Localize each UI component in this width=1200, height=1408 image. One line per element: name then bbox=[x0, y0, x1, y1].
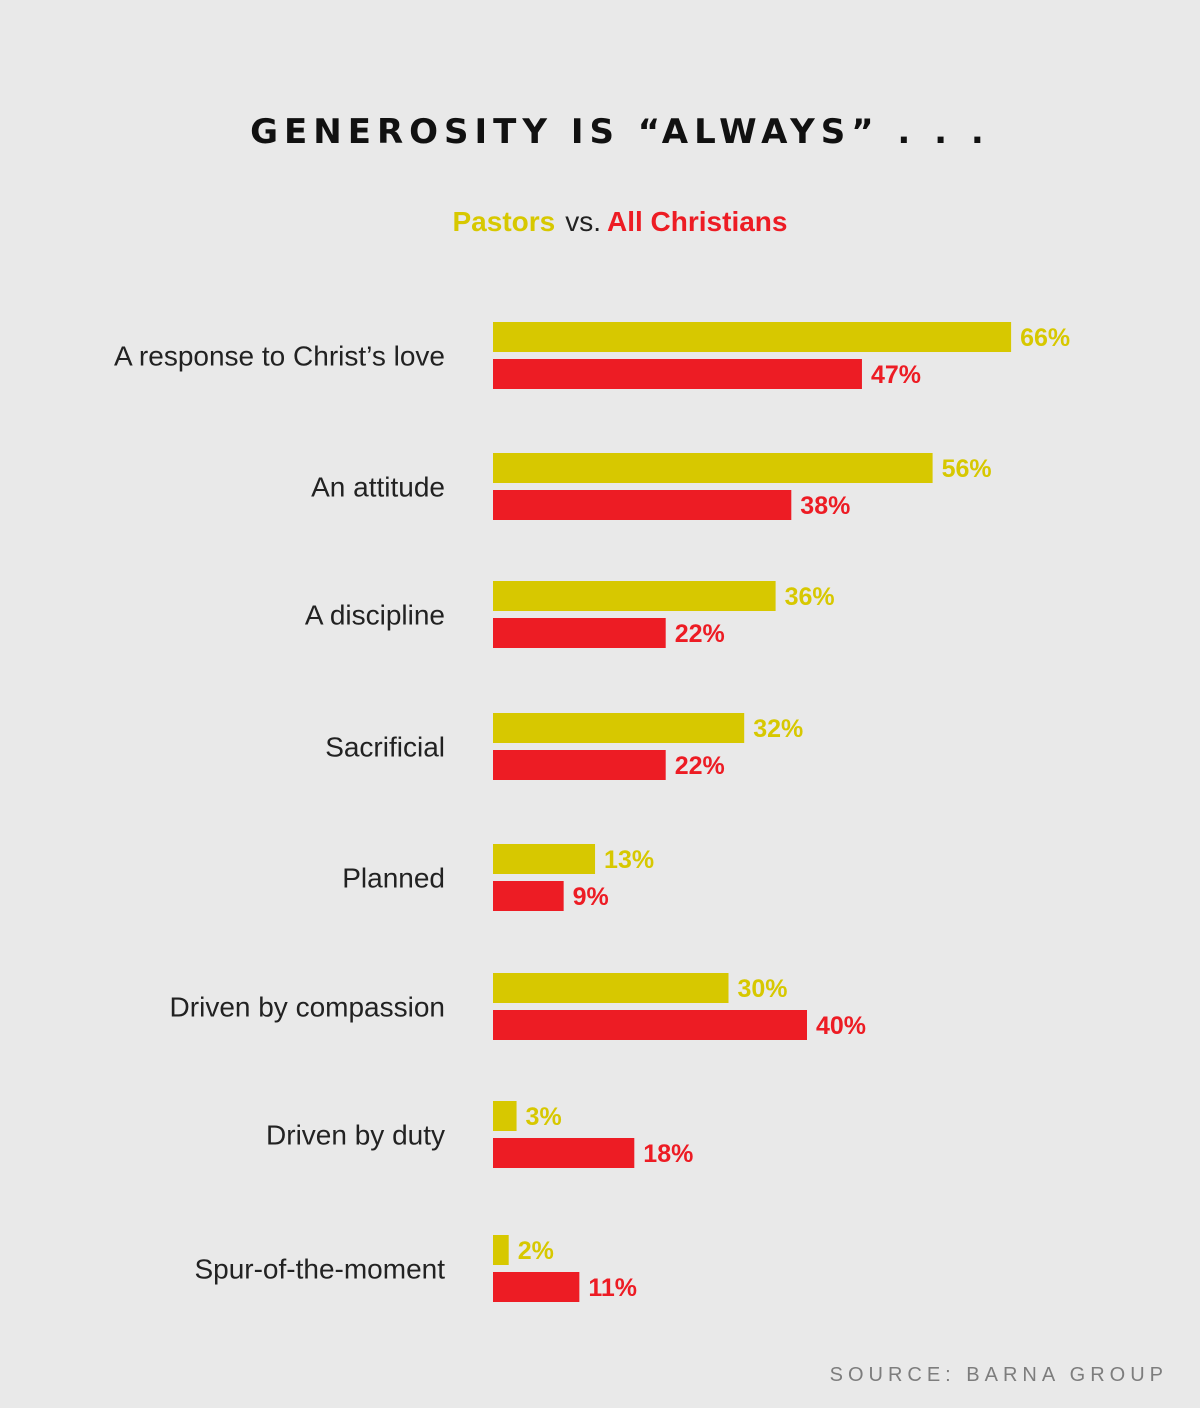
bar-all-christians bbox=[493, 359, 862, 389]
data-label-pastors: 30% bbox=[738, 975, 788, 1003]
data-label-pastors: 3% bbox=[526, 1103, 562, 1131]
data-label-all-christians: 9% bbox=[573, 883, 609, 911]
data-label-pastors: 32% bbox=[753, 715, 803, 743]
data-label-all-christians: 11% bbox=[588, 1274, 637, 1302]
bar-pastors bbox=[493, 1101, 517, 1131]
bar-all-christians bbox=[493, 1010, 807, 1040]
data-label-pastors: 2% bbox=[518, 1237, 554, 1265]
source-note: SOURCE: BARNA GROUP bbox=[829, 1364, 1168, 1386]
bar-all-christians bbox=[493, 490, 792, 520]
category-label: Planned bbox=[342, 863, 445, 894]
category-label: Spur-of-the-moment bbox=[194, 1254, 445, 1285]
category-label: A discipline bbox=[305, 600, 445, 631]
data-label-pastors: 56% bbox=[942, 455, 992, 483]
category-label: An attitude bbox=[311, 472, 445, 503]
bar-pastors bbox=[493, 453, 933, 483]
legend-series-pastors: Pastors bbox=[452, 206, 556, 237]
data-label-all-christians: 40% bbox=[816, 1012, 866, 1040]
bar-pastors bbox=[493, 1235, 509, 1265]
bar-pastors bbox=[493, 581, 776, 611]
category-label: A response to Christ’s love bbox=[114, 341, 445, 372]
data-label-all-christians: 47% bbox=[871, 361, 921, 389]
legend: Pastors vs. All Christians bbox=[0, 206, 1200, 238]
bar-all-christians bbox=[493, 881, 564, 911]
data-label-all-christians: 22% bbox=[675, 752, 725, 780]
bar-all-christians bbox=[493, 1138, 635, 1168]
bar-pastors bbox=[493, 973, 729, 1003]
data-label-pastors: 13% bbox=[604, 846, 654, 874]
bar-all-christians bbox=[493, 618, 666, 648]
data-label-all-christians: 18% bbox=[643, 1140, 693, 1168]
bar-all-christians bbox=[493, 750, 666, 780]
data-label-all-christians: 22% bbox=[675, 620, 725, 648]
data-label-pastors: 66% bbox=[1020, 324, 1070, 352]
category-label: Driven by compassion bbox=[170, 992, 445, 1023]
legend-connector: vs. bbox=[565, 206, 601, 237]
chart-title: GENEROSITY IS “ALWAYS” . . . bbox=[250, 112, 990, 152]
data-label-all-christians: 38% bbox=[800, 492, 850, 520]
category-label: Sacrificial bbox=[325, 732, 445, 763]
bar-pastors bbox=[493, 322, 1012, 352]
bar-all-christians bbox=[493, 1272, 580, 1302]
category-label: Driven by duty bbox=[266, 1120, 445, 1151]
bar-pastors bbox=[493, 713, 745, 743]
data-label-pastors: 36% bbox=[785, 583, 835, 611]
bar-pastors bbox=[493, 844, 596, 874]
legend-series-all-christians: All Christians bbox=[607, 206, 788, 237]
